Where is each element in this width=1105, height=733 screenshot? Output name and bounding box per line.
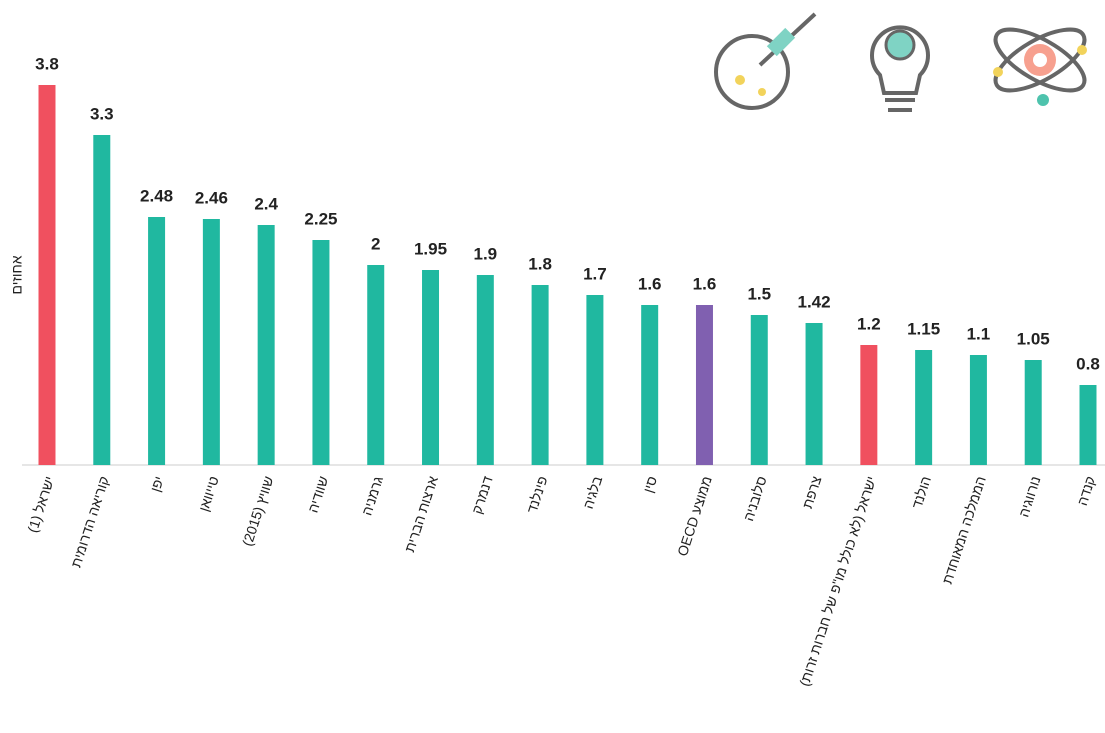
- bar: [476, 275, 494, 465]
- value-label: 1.2: [857, 314, 881, 333]
- x-tick-label: סלובניה: [740, 474, 770, 523]
- value-label: 0.8: [1076, 354, 1100, 373]
- bar: [531, 285, 549, 465]
- bar: [750, 315, 768, 465]
- x-tick-label: נורווגיה: [1015, 474, 1043, 519]
- value-label: 1.8: [528, 254, 552, 273]
- bar: [1024, 360, 1042, 465]
- x-tick-label: שוודיה: [305, 474, 332, 515]
- value-label: 1.9: [473, 244, 497, 263]
- value-label: 1.6: [638, 274, 662, 293]
- x-tick-label: סין: [640, 474, 660, 495]
- x-tick-label: ארצות הברית: [401, 474, 441, 554]
- bar: [367, 265, 385, 465]
- bar: [93, 135, 111, 465]
- bar: [641, 305, 659, 465]
- bar: [257, 225, 275, 465]
- bar: [586, 295, 604, 465]
- value-label: 3.8: [35, 54, 59, 73]
- x-tick-label: בלגיה: [580, 474, 606, 511]
- x-tick-label: הולנד: [909, 474, 934, 510]
- bar: [148, 217, 166, 465]
- value-label: 2.4: [254, 194, 278, 213]
- value-label: 1.6: [693, 274, 717, 293]
- decorative-icons: [714, 12, 1087, 112]
- x-tick-label: קנדה: [1074, 474, 1098, 507]
- value-label: 1.42: [798, 292, 831, 311]
- x-tick-label: גרמניה: [358, 474, 386, 517]
- value-label: 1.5: [747, 284, 771, 303]
- bar: [805, 323, 823, 465]
- value-label: 1.95: [414, 239, 447, 258]
- value-label: 2: [371, 234, 380, 253]
- x-tick-label: שוויץ (2015): [239, 474, 277, 548]
- value-label: 1.05: [1017, 329, 1050, 348]
- x-tick-label: צרפת: [799, 474, 824, 511]
- value-label: 3.3: [90, 104, 114, 123]
- bar: [422, 270, 440, 465]
- bar: [312, 240, 330, 465]
- value-label: 2.48: [140, 186, 173, 205]
- bar: [1079, 385, 1097, 465]
- value-label: 2.46: [195, 188, 228, 207]
- value-label: 1.15: [907, 319, 940, 338]
- x-tick-label: ממוצע OECD: [674, 474, 715, 558]
- x-tick-label: יפן: [147, 474, 167, 494]
- x-tick-label: הממלכה המאוחדת: [939, 474, 989, 586]
- x-tick-label: פינלנד: [524, 474, 551, 515]
- bar: [202, 219, 220, 465]
- bar: [38, 85, 56, 465]
- x-tick-label: טייוואן: [195, 474, 221, 513]
- x-tick-label: דנמרק: [469, 474, 496, 516]
- value-label: 2.25: [304, 209, 337, 228]
- x-tick-label: קוריאה הדרומית: [68, 474, 113, 569]
- bar: [695, 305, 713, 465]
- bar: [860, 345, 878, 465]
- x-tick-label: ישראל (1): [24, 474, 57, 534]
- y-axis-label: אחוזים: [9, 255, 25, 294]
- value-label: 1.1: [967, 324, 991, 343]
- bar: [915, 350, 933, 465]
- value-label: 1.7: [583, 264, 607, 283]
- bar: [969, 355, 987, 465]
